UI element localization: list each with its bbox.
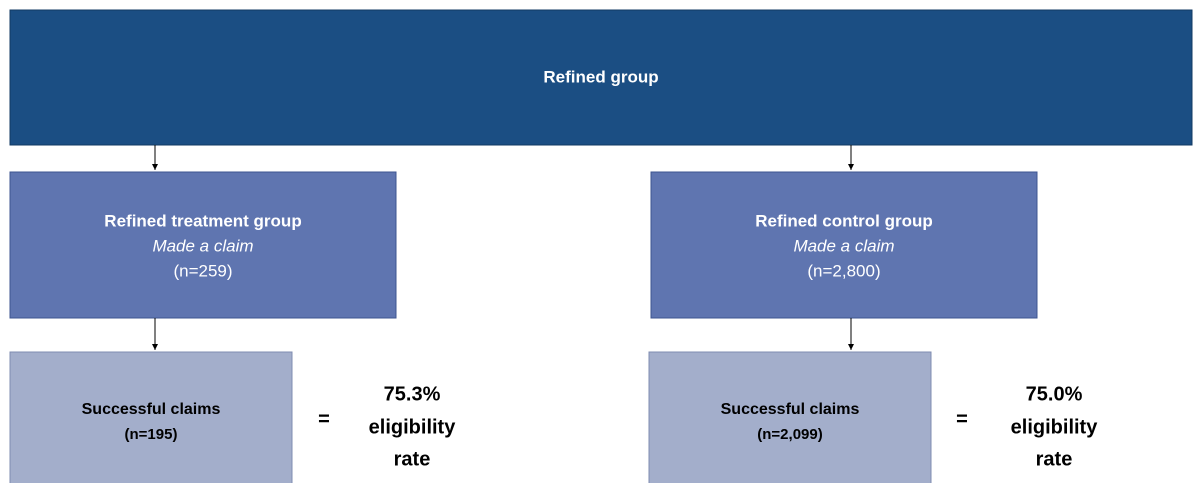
top-title: Refined group <box>543 67 658 86</box>
rate-label: eligibility <box>369 416 457 438</box>
outcome-box <box>9 351 293 483</box>
outcome-count: (n=195) <box>125 426 178 443</box>
outcome-box <box>648 351 932 483</box>
equals: = <box>318 408 330 430</box>
group-subtitle: Made a claim <box>793 236 894 255</box>
rate-label: rate <box>1036 448 1073 470</box>
group-box <box>650 171 1038 319</box>
top-box <box>9 9 1193 146</box>
group-title: Refined control group <box>755 211 933 230</box>
group-count: (n=259) <box>173 261 232 280</box>
outcome-count: (n=2,099) <box>757 426 822 443</box>
group-subtitle: Made a claim <box>152 236 253 255</box>
group-title: Refined treatment group <box>104 211 301 230</box>
rate-value: 75.3% <box>384 383 441 405</box>
outcome-title: Successful claims <box>721 401 860 418</box>
rate-label: rate <box>394 448 431 470</box>
equals: = <box>956 408 968 430</box>
group-count: (n=2,800) <box>807 261 880 280</box>
rate-label: eligibility <box>1011 416 1099 438</box>
outcome-title: Successful claims <box>82 401 221 418</box>
group-box <box>9 171 397 319</box>
rate-value: 75.0% <box>1026 383 1083 405</box>
